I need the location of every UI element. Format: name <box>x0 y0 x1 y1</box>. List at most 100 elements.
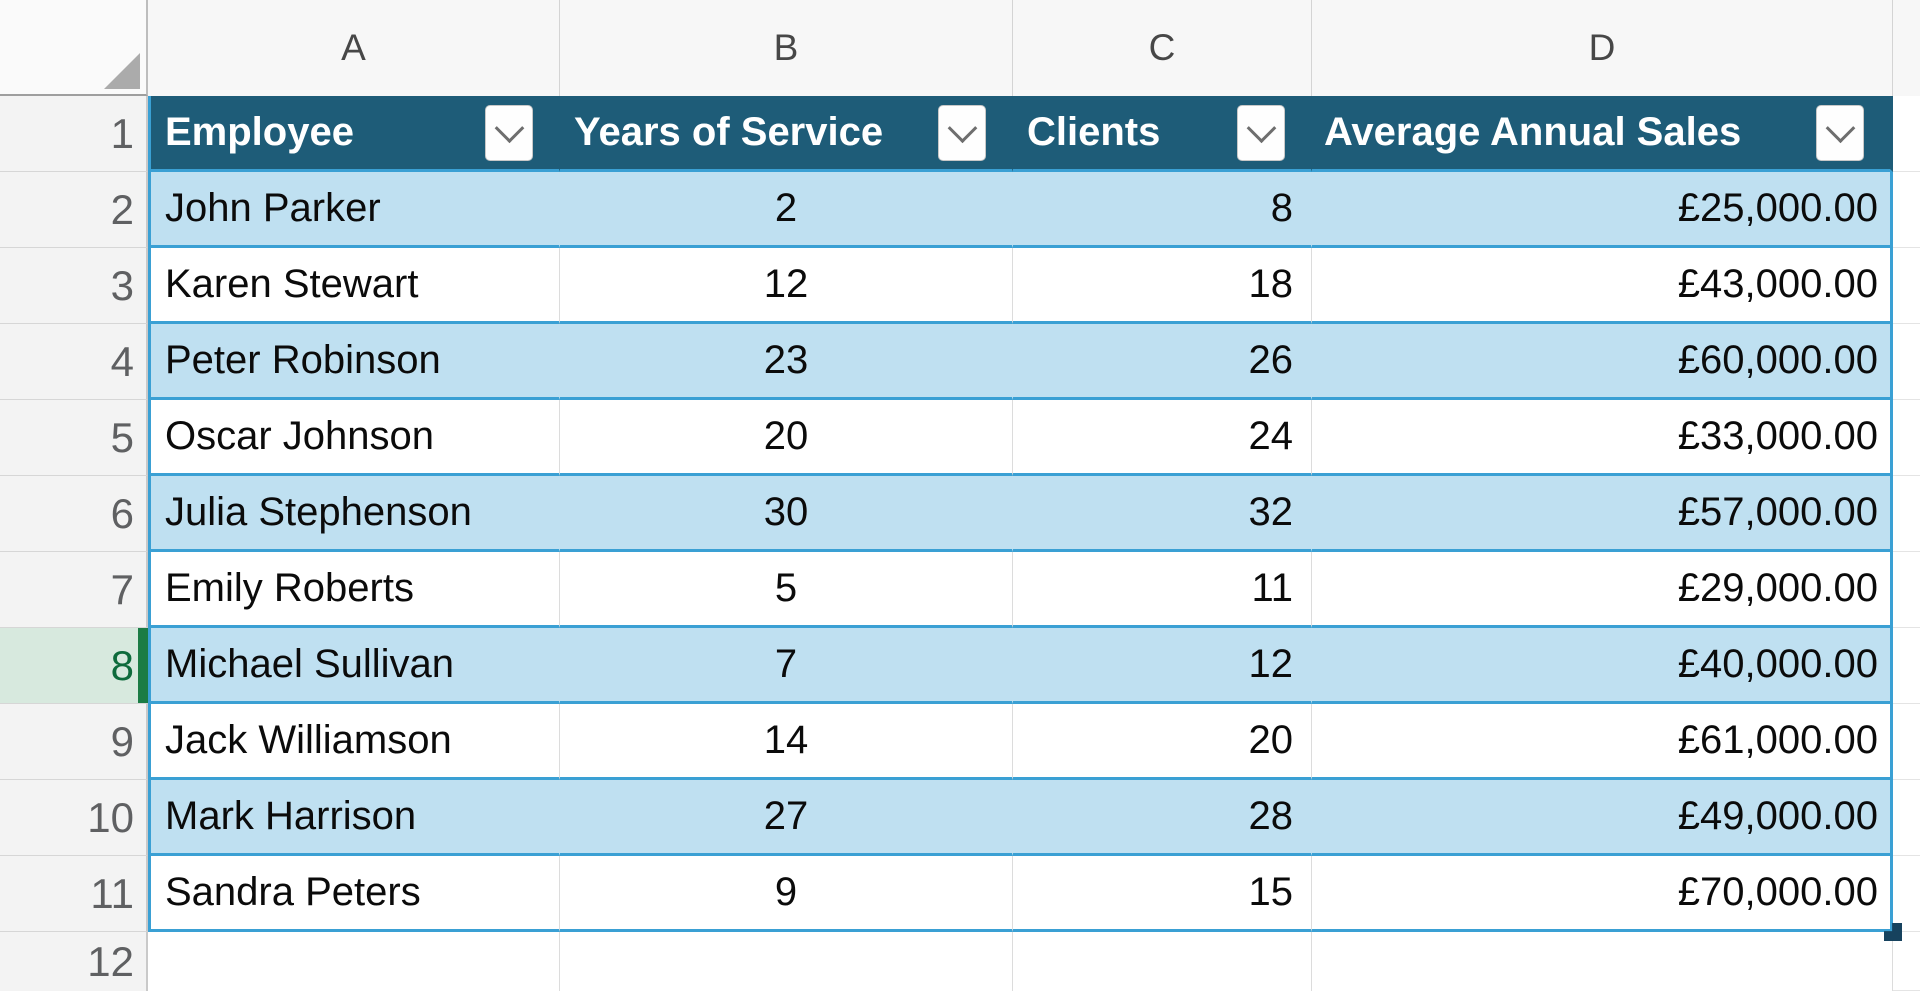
row-header-12[interactable]: 12 <box>0 932 148 991</box>
cell-years[interactable]: 30 <box>560 476 1013 552</box>
filter-dropdown-clients[interactable] <box>1237 104 1285 161</box>
cell-years[interactable]: 5 <box>560 552 1013 628</box>
row-number: 7 <box>110 565 134 613</box>
table-row: 7 Emily Roberts 5 11 £29,000.00 <box>0 552 1920 628</box>
cell-sales[interactable]: £57,000.00 <box>1312 476 1893 552</box>
column-header-c[interactable]: C <box>1013 0 1312 96</box>
cell-clients[interactable]: 24 <box>1013 400 1312 476</box>
filter-dropdown-years[interactable] <box>938 104 986 161</box>
grid-filler <box>1893 856 1920 932</box>
cell-years[interactable]: 14 <box>560 704 1013 780</box>
cell-sales[interactable]: £61,000.00 <box>1312 704 1893 780</box>
table-row: 10 Mark Harrison 27 28 £49,000.00 <box>0 780 1920 856</box>
cell-clients[interactable]: 32 <box>1013 476 1312 552</box>
cell-employee[interactable]: Emily Roberts <box>148 552 560 628</box>
cell-sales[interactable]: £25,000.00 <box>1312 172 1893 248</box>
cell-years[interactable]: 9 <box>560 856 1013 932</box>
cell-employee[interactable]: Sandra Peters <box>148 856 560 932</box>
cell-years[interactable]: 2 <box>560 172 1013 248</box>
empty-cell[interactable] <box>148 932 560 991</box>
grid-filler <box>1893 172 1920 248</box>
row-header-3[interactable]: 3 <box>0 248 148 324</box>
row-number: 4 <box>110 337 134 385</box>
cell-employee[interactable]: Jack Williamson <box>148 704 560 780</box>
table-header-row: 1 Employee Years of Service Clients Aver… <box>0 96 1920 172</box>
cell-sales[interactable]: £29,000.00 <box>1312 552 1893 628</box>
header-cell-years[interactable]: Years of Service <box>560 96 1013 172</box>
row-header-4[interactable]: 4 <box>0 324 148 400</box>
column-header-b[interactable]: B <box>560 0 1013 96</box>
cell-years[interactable]: 12 <box>560 248 1013 324</box>
header-cell-employee[interactable]: Employee <box>148 96 560 172</box>
cell-clients[interactable]: 28 <box>1013 780 1312 856</box>
select-all-triangle-icon <box>104 53 140 89</box>
cell-clients[interactable]: 15 <box>1013 856 1312 932</box>
empty-cell[interactable] <box>1013 932 1312 991</box>
cell-years[interactable]: 7 <box>560 628 1013 704</box>
column-header-filler <box>1893 0 1920 96</box>
cell-sales[interactable]: £43,000.00 <box>1312 248 1893 324</box>
empty-cell[interactable] <box>1312 932 1893 991</box>
grid-filler <box>1893 628 1920 704</box>
table-row: 3 Karen Stewart 12 18 £43,000.00 <box>0 248 1920 324</box>
row-number: 6 <box>110 489 134 537</box>
empty-cell[interactable] <box>560 932 1013 991</box>
filter-dropdown-sales[interactable] <box>1816 104 1864 161</box>
cell-employee[interactable]: Peter Robinson <box>148 324 560 400</box>
chevron-down-icon <box>1825 113 1855 144</box>
cell-employee[interactable]: John Parker <box>148 172 560 248</box>
cell-clients[interactable]: 8 <box>1013 172 1312 248</box>
cell-clients[interactable]: 12 <box>1013 628 1312 704</box>
select-all-corner[interactable] <box>0 0 148 96</box>
column-header-a[interactable]: A <box>148 0 560 96</box>
cell-years[interactable]: 23 <box>560 324 1013 400</box>
cell-employee[interactable]: Julia Stephenson <box>148 476 560 552</box>
cell-sales[interactable]: £40,000.00 <box>1312 628 1893 704</box>
row-header-1[interactable]: 1 <box>0 96 148 172</box>
empty-grid-row: 12 <box>0 932 1920 991</box>
header-cell-clients[interactable]: Clients <box>1013 96 1312 172</box>
table-row: 6 Julia Stephenson 30 32 £57,000.00 <box>0 476 1920 552</box>
row-number: 11 <box>90 869 134 917</box>
cell-sales[interactable]: £33,000.00 <box>1312 400 1893 476</box>
table-row: 4 Peter Robinson 23 26 £60,000.00 <box>0 324 1920 400</box>
chevron-down-icon <box>1246 113 1276 144</box>
grid-filler <box>1893 552 1920 628</box>
row-header-6[interactable]: 6 <box>0 476 148 552</box>
row-number: 5 <box>110 413 134 461</box>
cell-clients[interactable]: 20 <box>1013 704 1312 780</box>
cell-sales[interactable]: £70,000.00 <box>1312 856 1893 932</box>
row-header-11[interactable]: 11 <box>0 856 148 932</box>
cell-sales[interactable]: £49,000.00 <box>1312 780 1893 856</box>
cell-employee[interactable]: Mark Harrison <box>148 780 560 856</box>
cell-employee[interactable]: Oscar Johnson <box>148 400 560 476</box>
row-header-8-selected[interactable]: 8 <box>0 628 148 704</box>
row-header-9[interactable]: 9 <box>0 704 148 780</box>
filter-dropdown-employee[interactable] <box>485 104 533 161</box>
cell-employee[interactable]: Karen Stewart <box>148 248 560 324</box>
grid-filler <box>1893 704 1920 780</box>
header-cell-sales[interactable]: Average Annual Sales <box>1312 96 1893 172</box>
row-number: 9 <box>110 717 134 765</box>
chevron-down-icon <box>947 113 977 144</box>
grid-filler <box>1893 248 1920 324</box>
cell-clients[interactable]: 18 <box>1013 248 1312 324</box>
row-number: 12 <box>87 937 134 985</box>
chevron-down-icon <box>494 113 524 144</box>
cell-years[interactable]: 20 <box>560 400 1013 476</box>
cell-employee[interactable]: Michael Sullivan <box>148 628 560 704</box>
header-label: Years of Service <box>574 110 884 154</box>
row-header-5[interactable]: 5 <box>0 400 148 476</box>
row-header-2[interactable]: 2 <box>0 172 148 248</box>
cell-years[interactable]: 27 <box>560 780 1013 856</box>
table-row: 11 Sandra Peters 9 15 £70,000.00 <box>0 856 1920 932</box>
row-header-7[interactable]: 7 <box>0 552 148 628</box>
row-header-10[interactable]: 10 <box>0 780 148 856</box>
table-row: 2 John Parker 2 8 £25,000.00 <box>0 172 1920 248</box>
table-row: 5 Oscar Johnson 20 24 £33,000.00 <box>0 400 1920 476</box>
cell-clients[interactable]: 11 <box>1013 552 1312 628</box>
cell-sales[interactable]: £60,000.00 <box>1312 324 1893 400</box>
column-header-d[interactable]: D <box>1312 0 1893 96</box>
row-number: 8 <box>110 641 134 689</box>
cell-clients[interactable]: 26 <box>1013 324 1312 400</box>
